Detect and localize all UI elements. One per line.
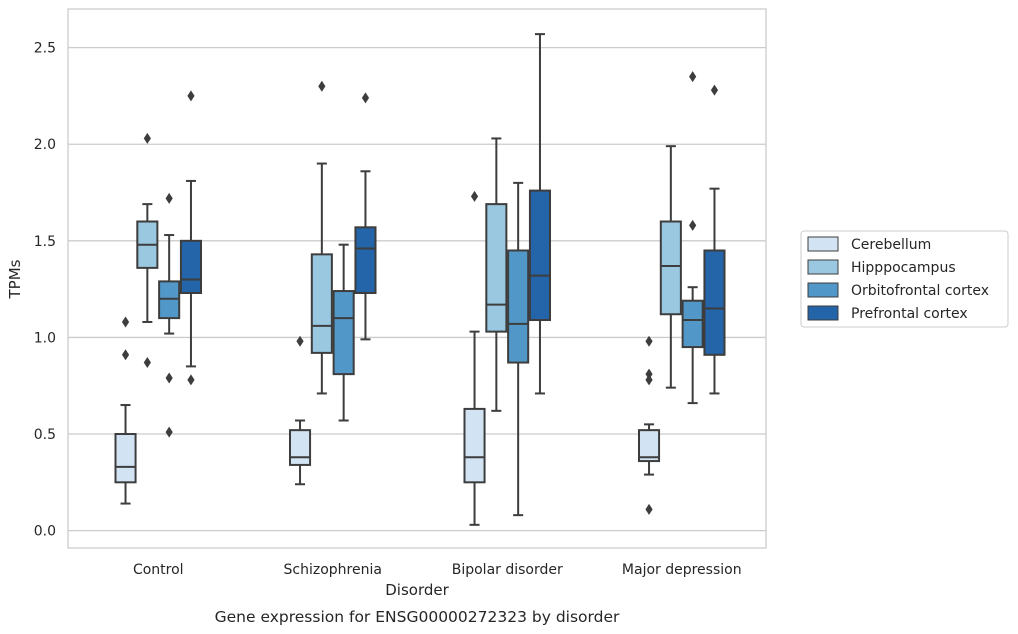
box xyxy=(703,84,726,395)
iqr-box xyxy=(528,189,552,322)
legend: Cerebellum Hipppocampus Orbitofrontal cort… xyxy=(800,230,1009,328)
box xyxy=(463,190,486,526)
legend-label: Prefrontal cortex xyxy=(851,306,968,322)
box xyxy=(136,132,159,369)
box xyxy=(179,90,203,386)
box xyxy=(659,145,682,389)
outlier-point xyxy=(710,84,719,96)
iqr-box xyxy=(463,407,486,484)
series-prefrontal-cortex xyxy=(179,33,726,395)
box xyxy=(158,192,181,438)
outlier-point xyxy=(645,335,653,347)
x-tick-label: Control xyxy=(133,562,184,578)
legend-frame xyxy=(800,230,1009,328)
legend-swatch xyxy=(807,282,839,298)
iqr-box xyxy=(507,249,530,364)
iqr-box xyxy=(354,226,377,294)
legend-swatch xyxy=(807,259,839,275)
iqr-box xyxy=(288,429,312,466)
legend-label: Cerebellum xyxy=(851,237,931,253)
outlier-point xyxy=(165,372,173,384)
y-tick-label: 0.5 xyxy=(34,427,56,443)
box xyxy=(681,71,704,405)
box xyxy=(354,92,377,341)
outlier-point xyxy=(361,92,370,104)
chart-caption: Gene expression for ENSG00000272323 by d… xyxy=(215,608,620,626)
x-tick-label: Bipolar disorder xyxy=(452,562,563,578)
outlier-point xyxy=(187,374,195,386)
iqr-box xyxy=(114,433,137,484)
box xyxy=(310,80,333,395)
outlier-point xyxy=(645,374,653,386)
outlier-point xyxy=(121,349,130,361)
series-hipppocampus xyxy=(136,80,682,412)
legend-label: Orbitofrontal cortex xyxy=(851,283,989,299)
outlier-point xyxy=(645,368,653,380)
series-cerebellum xyxy=(114,190,661,526)
iqr-box xyxy=(703,249,726,356)
x-tick-label: Schizophrenia xyxy=(284,562,382,578)
x-tick-label: Major depression xyxy=(622,562,742,578)
x-axis-ticks: Control Schizophrenia Bipolar disorder Majo… xyxy=(133,562,742,578)
box xyxy=(528,33,552,395)
iqr-box xyxy=(637,429,661,463)
iqr-box xyxy=(659,220,682,316)
outlier-point xyxy=(143,132,151,144)
box xyxy=(332,243,355,422)
box-series xyxy=(114,33,726,526)
outlier-point xyxy=(318,80,326,92)
iqr-box xyxy=(681,299,704,349)
outlier-point xyxy=(470,190,479,202)
box xyxy=(637,335,661,515)
series-orbitofrontal-cortex xyxy=(158,71,704,517)
iqr-box xyxy=(179,239,203,294)
legend-swatch xyxy=(807,236,839,252)
y-axis-ticks: 0.0 0.5 1.0 1.5 2.0 2.5 xyxy=(34,41,56,540)
outlier-point xyxy=(165,426,173,438)
box xyxy=(114,316,137,505)
outlier-point xyxy=(296,335,304,347)
y-tick-label: 1.0 xyxy=(34,330,56,346)
y-tick-label: 2.5 xyxy=(34,41,56,57)
box xyxy=(288,335,312,486)
box xyxy=(485,137,508,412)
legend-label: Hipppocampus xyxy=(851,260,956,276)
outlier-point xyxy=(165,192,173,204)
outlier-point xyxy=(121,316,130,328)
iqr-box xyxy=(310,253,333,354)
x-axis-label: Disorder xyxy=(385,581,449,599)
iqr-box xyxy=(332,290,355,376)
iqr-box xyxy=(485,203,508,333)
legend-swatch xyxy=(807,305,839,321)
outlier-point xyxy=(143,357,151,369)
outlier-point xyxy=(689,71,697,83)
box xyxy=(507,181,530,517)
y-axis-label: TPMs xyxy=(6,259,24,299)
y-tick-label: 1.5 xyxy=(34,234,56,250)
y-tick-label: 0.0 xyxy=(34,524,56,540)
y-tick-label: 2.0 xyxy=(34,137,56,153)
outlier-point xyxy=(187,90,195,102)
outlier-point xyxy=(645,503,653,515)
outlier-point xyxy=(689,219,697,231)
